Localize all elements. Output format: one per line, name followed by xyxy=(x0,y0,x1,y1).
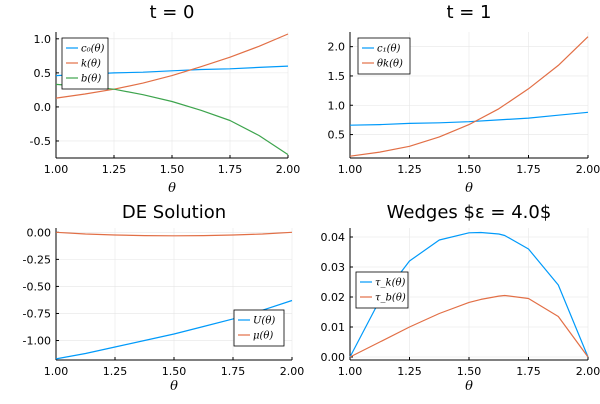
y-tick-label: 0.01 xyxy=(321,321,346,334)
y-tick-label: 0.03 xyxy=(321,261,346,274)
chart-title: t = 0 xyxy=(149,2,194,23)
x-tick-label: 1.00 xyxy=(44,163,69,176)
x-axis-label: θ xyxy=(465,379,473,394)
y-tick-label: 0.0 xyxy=(34,101,52,114)
y-tick-label: -1.00 xyxy=(23,335,51,348)
x-tick-label: 1.50 xyxy=(162,365,187,378)
chart-title: DE Solution xyxy=(122,202,226,223)
x-tick-label: 1.00 xyxy=(338,163,363,176)
legend-label: c₁(θ) xyxy=(377,44,401,55)
x-axis-label: θ xyxy=(465,181,473,196)
x-tick-label: 1.00 xyxy=(44,365,69,378)
y-tick-label: 0.5 xyxy=(328,129,346,142)
legend-label: μ(θ) xyxy=(253,331,273,342)
y-tick-label: 1.0 xyxy=(34,33,52,46)
x-tick-label: 1.25 xyxy=(103,365,128,378)
chart-panel-2: 1.00 1.25 1.50 1.75 2.00 0.5 1.0 1.5 2.0 t = 1 θ c₁… xyxy=(328,2,600,196)
x-tick-label: 1.25 xyxy=(397,365,422,378)
y-tick-label: -0.25 xyxy=(23,253,51,266)
x-tick-label: 1.00 xyxy=(338,365,363,378)
chart-title: Wedges $ε = 4.0$ xyxy=(387,202,552,223)
legend-label: U(θ) xyxy=(253,316,275,327)
legend-label: θk(θ) xyxy=(377,59,403,70)
legend-label: k(θ) xyxy=(81,59,101,70)
x-tick-label: 1.25 xyxy=(397,163,422,176)
legend-label: c₀(θ) xyxy=(81,44,105,55)
x-tick-label: 1.75 xyxy=(221,365,246,378)
chart-title: t = 1 xyxy=(446,2,491,23)
x-tick-label: 2.00 xyxy=(276,163,301,176)
x-tick-label: 1.50 xyxy=(160,163,185,176)
x-tick-label: 1.25 xyxy=(102,163,127,176)
legend-label: b(θ) xyxy=(81,74,101,85)
x-tick-label: 1.75 xyxy=(218,163,243,176)
x-tick-label: 1.50 xyxy=(457,365,482,378)
legend-label: τ_b(θ) xyxy=(375,293,406,304)
x-tick-label: 2.00 xyxy=(576,365,600,378)
x-tick-label: 2.00 xyxy=(280,365,305,378)
x-tick-label: 2.00 xyxy=(576,163,600,176)
x-tick-label: 1.50 xyxy=(457,163,482,176)
y-tick-label: 0.04 xyxy=(321,231,346,244)
x-tick-label: 1.75 xyxy=(516,163,541,176)
y-tick-label: 0.02 xyxy=(321,291,346,304)
y-tick-label: -0.50 xyxy=(23,280,51,293)
chart-panel-3: 1.00 1.25 1.50 1.75 2.00 -1.00 -0.75 -0.50 -0.25… xyxy=(23,202,305,394)
y-tick-label: 1.0 xyxy=(328,99,346,112)
y-tick-label: -0.5 xyxy=(30,135,51,148)
chart-panel-1: 1.00 1.25 1.50 1.75 2.00 -0.5 0.0 0.5 1.0 t = 0 θ c… xyxy=(30,2,301,196)
x-tick-label: 1.75 xyxy=(516,365,541,378)
y-tick-label: 0.00 xyxy=(27,226,52,239)
x-axis-label: θ xyxy=(170,379,178,394)
y-tick-label: 0.00 xyxy=(321,351,346,364)
y-tick-label: 1.5 xyxy=(328,70,346,83)
chart-panel-4: 1.00 1.25 1.50 1.75 2.00 0.00 0.01 0.02 0.03 0.04… xyxy=(321,202,600,394)
y-tick-label: 0.5 xyxy=(34,67,52,80)
x-axis-label: θ xyxy=(168,181,176,196)
y-tick-label: -0.75 xyxy=(23,307,51,320)
legend-label: τ_k(θ) xyxy=(375,278,406,289)
y-tick-label: 2.0 xyxy=(328,41,346,54)
